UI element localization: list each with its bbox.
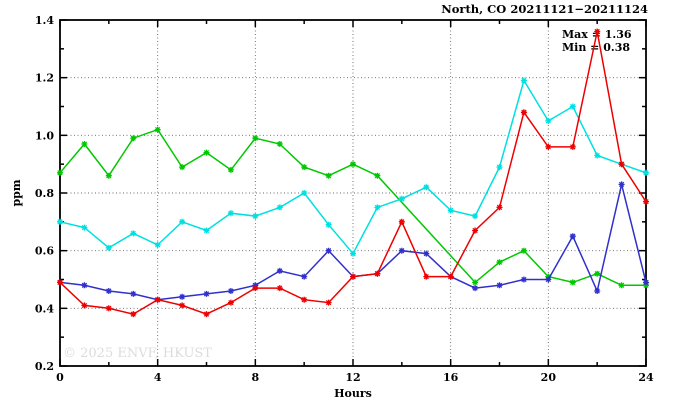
x-tick-label: 24 bbox=[638, 371, 654, 384]
y-tick-label: 1.2 bbox=[35, 72, 54, 85]
y-tick-label: 0.2 bbox=[35, 360, 54, 373]
chart-title: North, CO 20211121−20211124 bbox=[441, 2, 648, 16]
x-tick-label: 8 bbox=[252, 371, 260, 384]
x-tick-label: 12 bbox=[345, 371, 360, 384]
min-annotation: Min = 0.38 bbox=[562, 41, 630, 54]
series-blue-line bbox=[59, 184, 647, 301]
series-red-line bbox=[59, 31, 647, 315]
x-tick-label: 16 bbox=[443, 371, 459, 384]
x-tick-label: 20 bbox=[541, 371, 557, 384]
watermark: © 2025 ENVF, HKUST bbox=[63, 346, 212, 361]
axes-layer: 0 4 8 12 16 20 24 0.2 0.4 0.6 0.8 1.0 1.2 1.4 bbox=[35, 14, 654, 384]
y-tick-label: 0.6 bbox=[35, 245, 54, 258]
y-tick-label: 0.8 bbox=[35, 187, 54, 200]
y-axis-label: ppm bbox=[10, 179, 23, 206]
x-tick-label: 0 bbox=[56, 371, 64, 384]
series-green-markers bbox=[57, 126, 649, 289]
series-layer bbox=[57, 28, 649, 318]
series-cyan-markers bbox=[57, 77, 649, 257]
series-blue-markers bbox=[57, 181, 649, 303]
series-red-markers bbox=[57, 28, 649, 318]
plot-border bbox=[59, 19, 647, 367]
y-tick-label: 1.0 bbox=[35, 129, 54, 142]
x-axis-label: Hours bbox=[334, 387, 372, 400]
y-tick-label: 1.4 bbox=[35, 14, 54, 27]
series-green-line bbox=[59, 128, 646, 287]
y-tick-label: 0.4 bbox=[35, 302, 54, 315]
x-tick-label: 4 bbox=[154, 371, 162, 384]
